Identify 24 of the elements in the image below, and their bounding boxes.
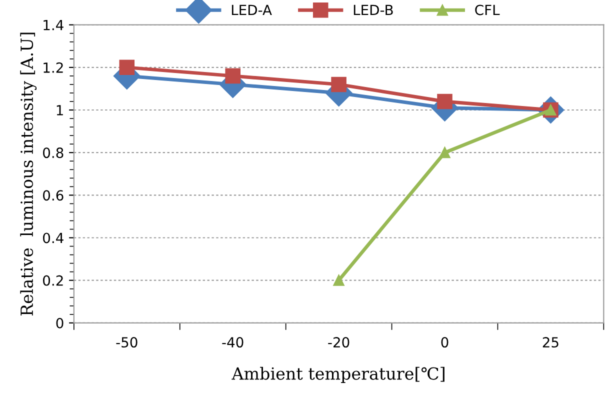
point bbox=[439, 147, 450, 158]
y-tick-label: 1.2 bbox=[44, 62, 63, 73]
x-tick-label: 25 bbox=[542, 337, 558, 348]
legend-label: CFL bbox=[475, 4, 500, 16]
y-axis-title: Relative luminous intensity [A.U] bbox=[20, 32, 37, 316]
y-tick-label: 1 bbox=[56, 105, 63, 116]
y-tick-label: 0.2 bbox=[43, 275, 63, 286]
point bbox=[119, 60, 135, 76]
y-tick-label: 0.8 bbox=[43, 148, 64, 158]
point bbox=[333, 274, 344, 286]
point bbox=[225, 68, 240, 84]
x-tick-label: -40 bbox=[222, 337, 244, 348]
point bbox=[331, 76, 346, 92]
x-tick-label: -20 bbox=[328, 337, 350, 348]
x-axis-title: Ambient temperature[℃] bbox=[232, 366, 444, 384]
y-tick-label: 0 bbox=[56, 318, 64, 328]
legend-label: LED-B bbox=[354, 4, 393, 16]
x-tick-label: 0 bbox=[441, 337, 448, 348]
y-tick-label: 1.4 bbox=[44, 20, 64, 30]
y-tick-label: 0.4 bbox=[43, 232, 64, 244]
x-tick-label: -50 bbox=[116, 337, 138, 348]
legend-label: LED-A bbox=[232, 4, 272, 16]
y-tick-label: 0.6 bbox=[43, 190, 64, 201]
point bbox=[437, 94, 452, 110]
